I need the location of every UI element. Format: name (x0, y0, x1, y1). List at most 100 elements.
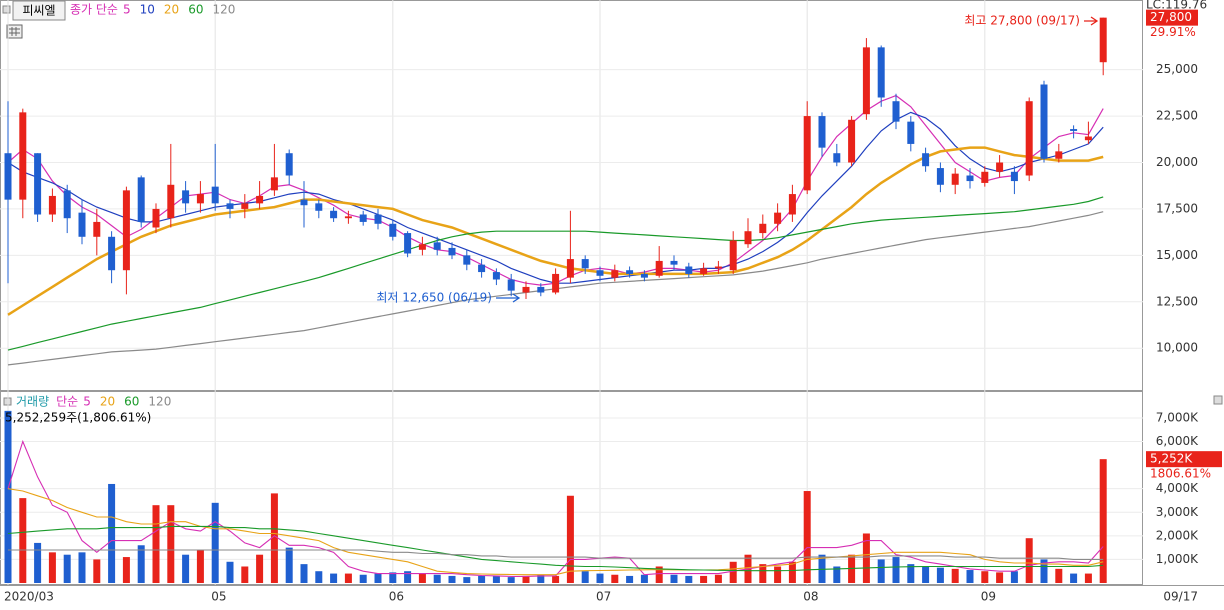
moving-average-line (8, 549, 1104, 560)
volume-bar (922, 566, 930, 583)
legend-entry: 60 (124, 395, 139, 409)
candle-body (285, 153, 293, 176)
candle-body (922, 153, 930, 167)
candle-body (48, 195, 56, 215)
candle-body (433, 242, 441, 250)
volume-bar (670, 574, 678, 583)
x-tick-label: 06 (389, 590, 404, 604)
x-tick-label: 05 (211, 590, 226, 604)
candle-body (833, 153, 841, 163)
symbol-box[interactable] (12, 0, 66, 21)
legend-prefix: 종가 단순 (70, 3, 118, 17)
candle-body (655, 260, 663, 276)
x-tick-label: 2020/03 (4, 590, 54, 604)
candle-body (1040, 84, 1048, 159)
volume-bar (936, 567, 944, 583)
candle-body (1084, 136, 1092, 141)
legend-entry: 5 (123, 3, 131, 17)
grid-icon[interactable] (6, 24, 23, 39)
candle-body (374, 214, 382, 224)
lc-label: LC:119.76 (1146, 0, 1207, 12)
volume-panel-frame (0, 391, 1143, 585)
volume-bar (300, 564, 308, 583)
volume-bar (892, 557, 900, 583)
candle-body (1070, 129, 1078, 131)
candle-body (241, 203, 249, 209)
volume-bar (877, 559, 885, 583)
y-tick-label: 20,000 (1156, 155, 1198, 169)
volume-bar (78, 552, 86, 583)
candle-body (788, 194, 796, 215)
moving-average-line (7, 525, 1104, 572)
candle-body (478, 264, 486, 273)
candle-body (315, 203, 323, 211)
candle-body (774, 212, 782, 224)
candle-body (1025, 101, 1033, 176)
symbol-name: 피씨엘 (22, 4, 55, 18)
annotation-high: 최고 27,800 (09/17) (964, 14, 1080, 28)
volume-bar (655, 566, 663, 583)
candle-body (492, 272, 500, 280)
moving-average-line (7, 488, 1104, 576)
volume-bar (833, 566, 841, 583)
change-label: 29.91% (1150, 25, 1196, 39)
y-tick-label: 6,000K (1156, 434, 1199, 448)
volume-bar (330, 573, 338, 583)
volume-bar (34, 542, 42, 583)
price-panel-frame (0, 0, 1143, 391)
legend-prefix: 단순 (56, 395, 78, 409)
volume-bar (700, 575, 708, 583)
candle-body (759, 223, 767, 234)
volume-bar (966, 570, 974, 583)
moving-average-line (7, 146, 1104, 316)
candle-body (951, 173, 959, 185)
current-volume-tag (1146, 451, 1222, 468)
y-tick-label: 4,000K (1156, 481, 1199, 495)
candle-body (122, 190, 130, 271)
candle-body (19, 112, 27, 200)
volume-bar (418, 573, 426, 583)
volume-change-label: 1806.61% (1150, 467, 1211, 481)
volume-bar (270, 493, 278, 583)
volume-bar (1055, 568, 1063, 583)
candle-body (1055, 151, 1063, 159)
volume-bar (211, 502, 219, 583)
legend-entry: 60 (188, 3, 203, 17)
volume-bar (1070, 573, 1078, 583)
candle-body (137, 177, 145, 222)
volume-bar (714, 574, 722, 583)
annotation-low: 최저 12,650 (06/19) (376, 291, 492, 305)
y-tick-label: 22,500 (1156, 109, 1198, 123)
y-tick-label: 3,000K (1156, 505, 1199, 519)
panel-close-icon[interactable] (1213, 395, 1223, 405)
candle-body (256, 195, 264, 204)
volume-bar (1010, 571, 1018, 583)
volume-bar (537, 574, 545, 583)
candle-body (640, 273, 648, 278)
volume-bar (803, 491, 811, 583)
volume-bar (19, 498, 27, 583)
x-tick-label: 08 (803, 590, 818, 604)
volume-bar (344, 573, 352, 583)
candle-body (344, 216, 352, 219)
candle-body (566, 259, 574, 278)
candle-body (152, 208, 160, 228)
volume-bar (522, 575, 530, 583)
volume-bar (981, 571, 989, 583)
candle-body (108, 236, 116, 271)
volume-bar (507, 577, 515, 583)
candle-body (1010, 171, 1018, 182)
volume-bar (374, 573, 382, 583)
x-tick-label: 07 (596, 590, 611, 604)
candle-body (78, 212, 86, 237)
candle-body (226, 203, 234, 209)
candle-body (418, 244, 426, 250)
volume-bar (478, 575, 486, 583)
volume-bar (108, 483, 116, 583)
volume-bar (685, 575, 693, 583)
candle-body (670, 260, 678, 265)
candle-body (93, 221, 101, 237)
candle-body (685, 266, 693, 274)
volume-bar (359, 574, 367, 583)
